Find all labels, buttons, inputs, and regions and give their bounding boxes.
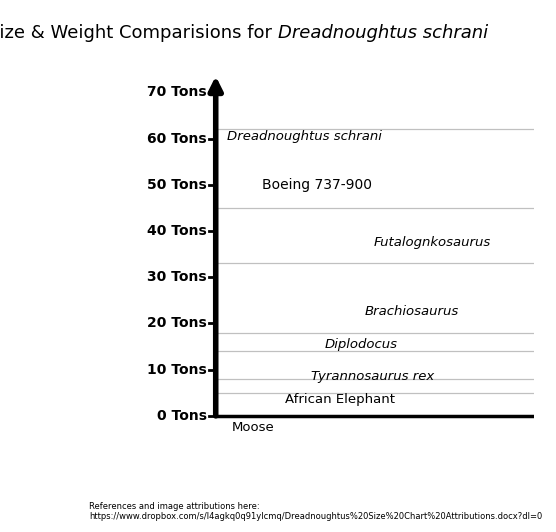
- Text: 20 Tons: 20 Tons: [147, 317, 207, 330]
- Text: Size & Weight Comparisions for: Size & Weight Comparisions for: [0, 24, 278, 42]
- Text: Boeing 737-900: Boeing 737-900: [262, 178, 373, 192]
- Text: African Elephant: African Elephant: [285, 393, 395, 406]
- Text: 40 Tons: 40 Tons: [147, 224, 207, 238]
- Text: 50 Tons: 50 Tons: [147, 178, 207, 192]
- Text: 60 Tons: 60 Tons: [147, 131, 207, 146]
- Text: 0 Tons: 0 Tons: [157, 409, 207, 423]
- Text: 10 Tons: 10 Tons: [147, 363, 207, 377]
- Text: Moose: Moose: [231, 421, 274, 434]
- Text: References and image attributions here:
https://www.dropbox.com/s/l4agkq0q91ylcm: References and image attributions here: …: [89, 502, 542, 521]
- Text: Dreadnoughtus schrani: Dreadnoughtus schrani: [278, 24, 488, 42]
- Text: Tyrannosaurus rex: Tyrannosaurus rex: [311, 370, 435, 383]
- Text: 70 Tons: 70 Tons: [147, 85, 207, 99]
- Text: 30 Tons: 30 Tons: [147, 270, 207, 284]
- Text: Brachiosaurus: Brachiosaurus: [365, 305, 459, 318]
- Text: Futalognkosaurus: Futalognkosaurus: [374, 236, 491, 249]
- Text: Diplodocus: Diplodocus: [325, 338, 398, 351]
- Text: Dreadnoughtus schrani: Dreadnoughtus schrani: [227, 130, 382, 143]
